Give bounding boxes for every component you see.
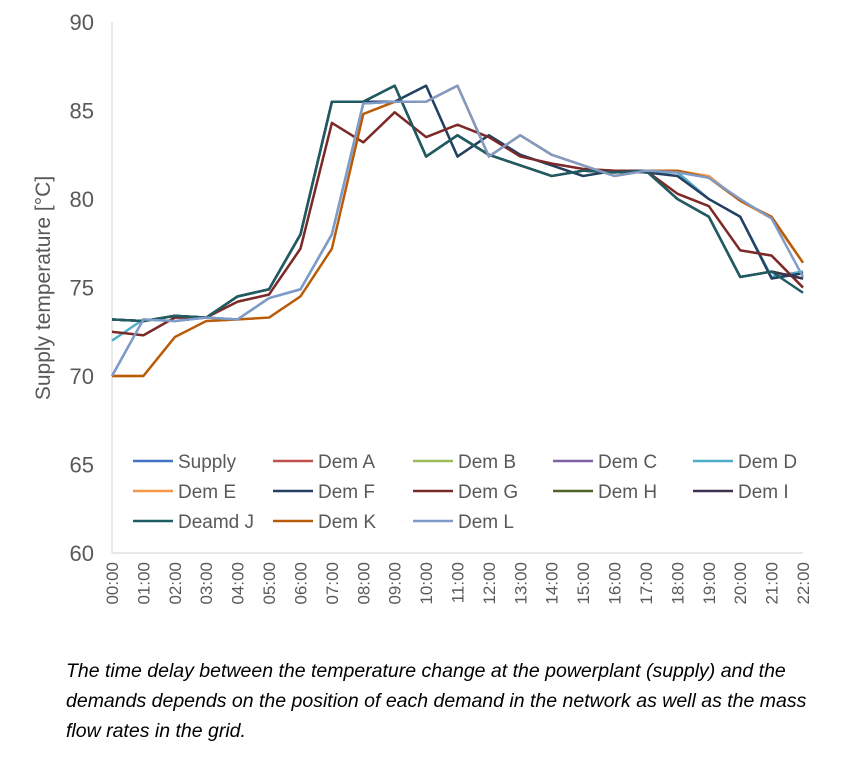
line-chart: 60 65 70 75 80 85 90 00:00 01:00 02:00 03:00 04:00… xyxy=(32,10,813,605)
y-axis-label: Supply temperature [°C] xyxy=(32,176,55,400)
y-tick-label: 85 xyxy=(70,99,94,124)
x-tick-label: 18:00 xyxy=(668,562,687,605)
x-tick-label: 08:00 xyxy=(354,562,373,605)
x-tick-label: 11:00 xyxy=(449,562,468,603)
x-tick-label: 00:00 xyxy=(103,562,122,605)
series-line-dem-l xyxy=(110,84,805,377)
y-tick-label: 70 xyxy=(70,364,94,389)
x-tick-label: 19:00 xyxy=(700,562,719,605)
y-axis-ticks: 60 65 70 75 80 85 90 xyxy=(70,10,94,566)
legend-item: Dem D xyxy=(693,452,797,473)
y-tick-label: 60 xyxy=(70,541,94,566)
legend-item: Deamd J xyxy=(133,512,254,533)
legend-label: Deamd J xyxy=(178,512,254,533)
legend-label: Dem E xyxy=(178,482,236,503)
x-tick-label: 20:00 xyxy=(731,562,750,605)
legend-item: Dem L xyxy=(413,512,514,533)
x-tick-label: 09:00 xyxy=(386,562,405,605)
x-tick-label: 06:00 xyxy=(291,562,310,605)
series-line-dem-a xyxy=(111,111,804,337)
legend-label: Dem D xyxy=(738,452,797,473)
legend-label: Dem F xyxy=(318,482,375,503)
legend-item: Dem K xyxy=(273,512,376,533)
series-line-dem-g xyxy=(111,111,804,337)
x-tick-label: 22:00 xyxy=(794,562,813,605)
legend-label: Dem H xyxy=(598,482,657,503)
x-axis-ticks: 00:00 01:00 02:00 03:00 04:00 05:00 06:00 07:00… xyxy=(103,562,813,605)
legend-item: Supply xyxy=(133,452,237,473)
legend-label: Dem I xyxy=(738,482,789,503)
x-tick-label: 05:00 xyxy=(260,562,279,605)
series-line-deamd-j xyxy=(111,84,804,323)
y-tick-label: 75 xyxy=(70,276,94,301)
x-tick-label: 15:00 xyxy=(574,562,593,605)
x-tick-label: 03:00 xyxy=(197,562,216,605)
legend-label: Dem K xyxy=(318,512,376,533)
series-line-dem-c xyxy=(110,84,804,377)
legend-item: Dem A xyxy=(273,452,375,473)
x-tick-label: 12:00 xyxy=(480,562,499,605)
y-tick-label: 80 xyxy=(70,187,94,212)
legend-item: Dem C xyxy=(553,452,657,473)
y-tick-label: 90 xyxy=(70,10,94,35)
x-tick-label: 02:00 xyxy=(166,562,185,605)
legend-item: Dem I xyxy=(693,482,789,503)
x-tick-label: 14:00 xyxy=(543,562,562,605)
y-tick-label: 65 xyxy=(70,453,94,478)
x-tick-label: 21:00 xyxy=(763,562,782,605)
legend-item: Dem B xyxy=(413,452,516,473)
x-tick-label: 01:00 xyxy=(134,562,153,605)
x-tick-label: 13:00 xyxy=(511,562,530,605)
x-tick-label: 17:00 xyxy=(637,562,656,605)
legend-item: Dem H xyxy=(553,482,657,503)
legend-label: Dem C xyxy=(598,452,657,473)
series-line-dem-e xyxy=(112,84,804,378)
x-tick-label: 04:00 xyxy=(229,562,248,605)
legend-item: Dem E xyxy=(133,482,236,503)
x-tick-label: 16:00 xyxy=(606,562,625,605)
legend: Supply Dem A Dem B Dem C Dem D Dem E Dem F Dem … xyxy=(133,452,797,533)
legend-label: Supply xyxy=(178,452,237,473)
legend-item: Dem G xyxy=(413,482,518,503)
series-line-dem-k xyxy=(112,84,804,378)
x-tick-label: 07:00 xyxy=(323,562,342,605)
legend-label: Dem B xyxy=(458,452,516,473)
axes xyxy=(111,22,803,554)
figure-caption: The time delay between the temperature c… xyxy=(66,660,807,742)
legend-label: Dem G xyxy=(458,482,518,503)
legend-label: Dem A xyxy=(318,452,375,473)
x-tick-label: 10:00 xyxy=(417,562,436,605)
legend-item: Dem F xyxy=(273,482,375,503)
series-lines xyxy=(110,84,805,378)
legend-label: Dem L xyxy=(458,512,514,533)
